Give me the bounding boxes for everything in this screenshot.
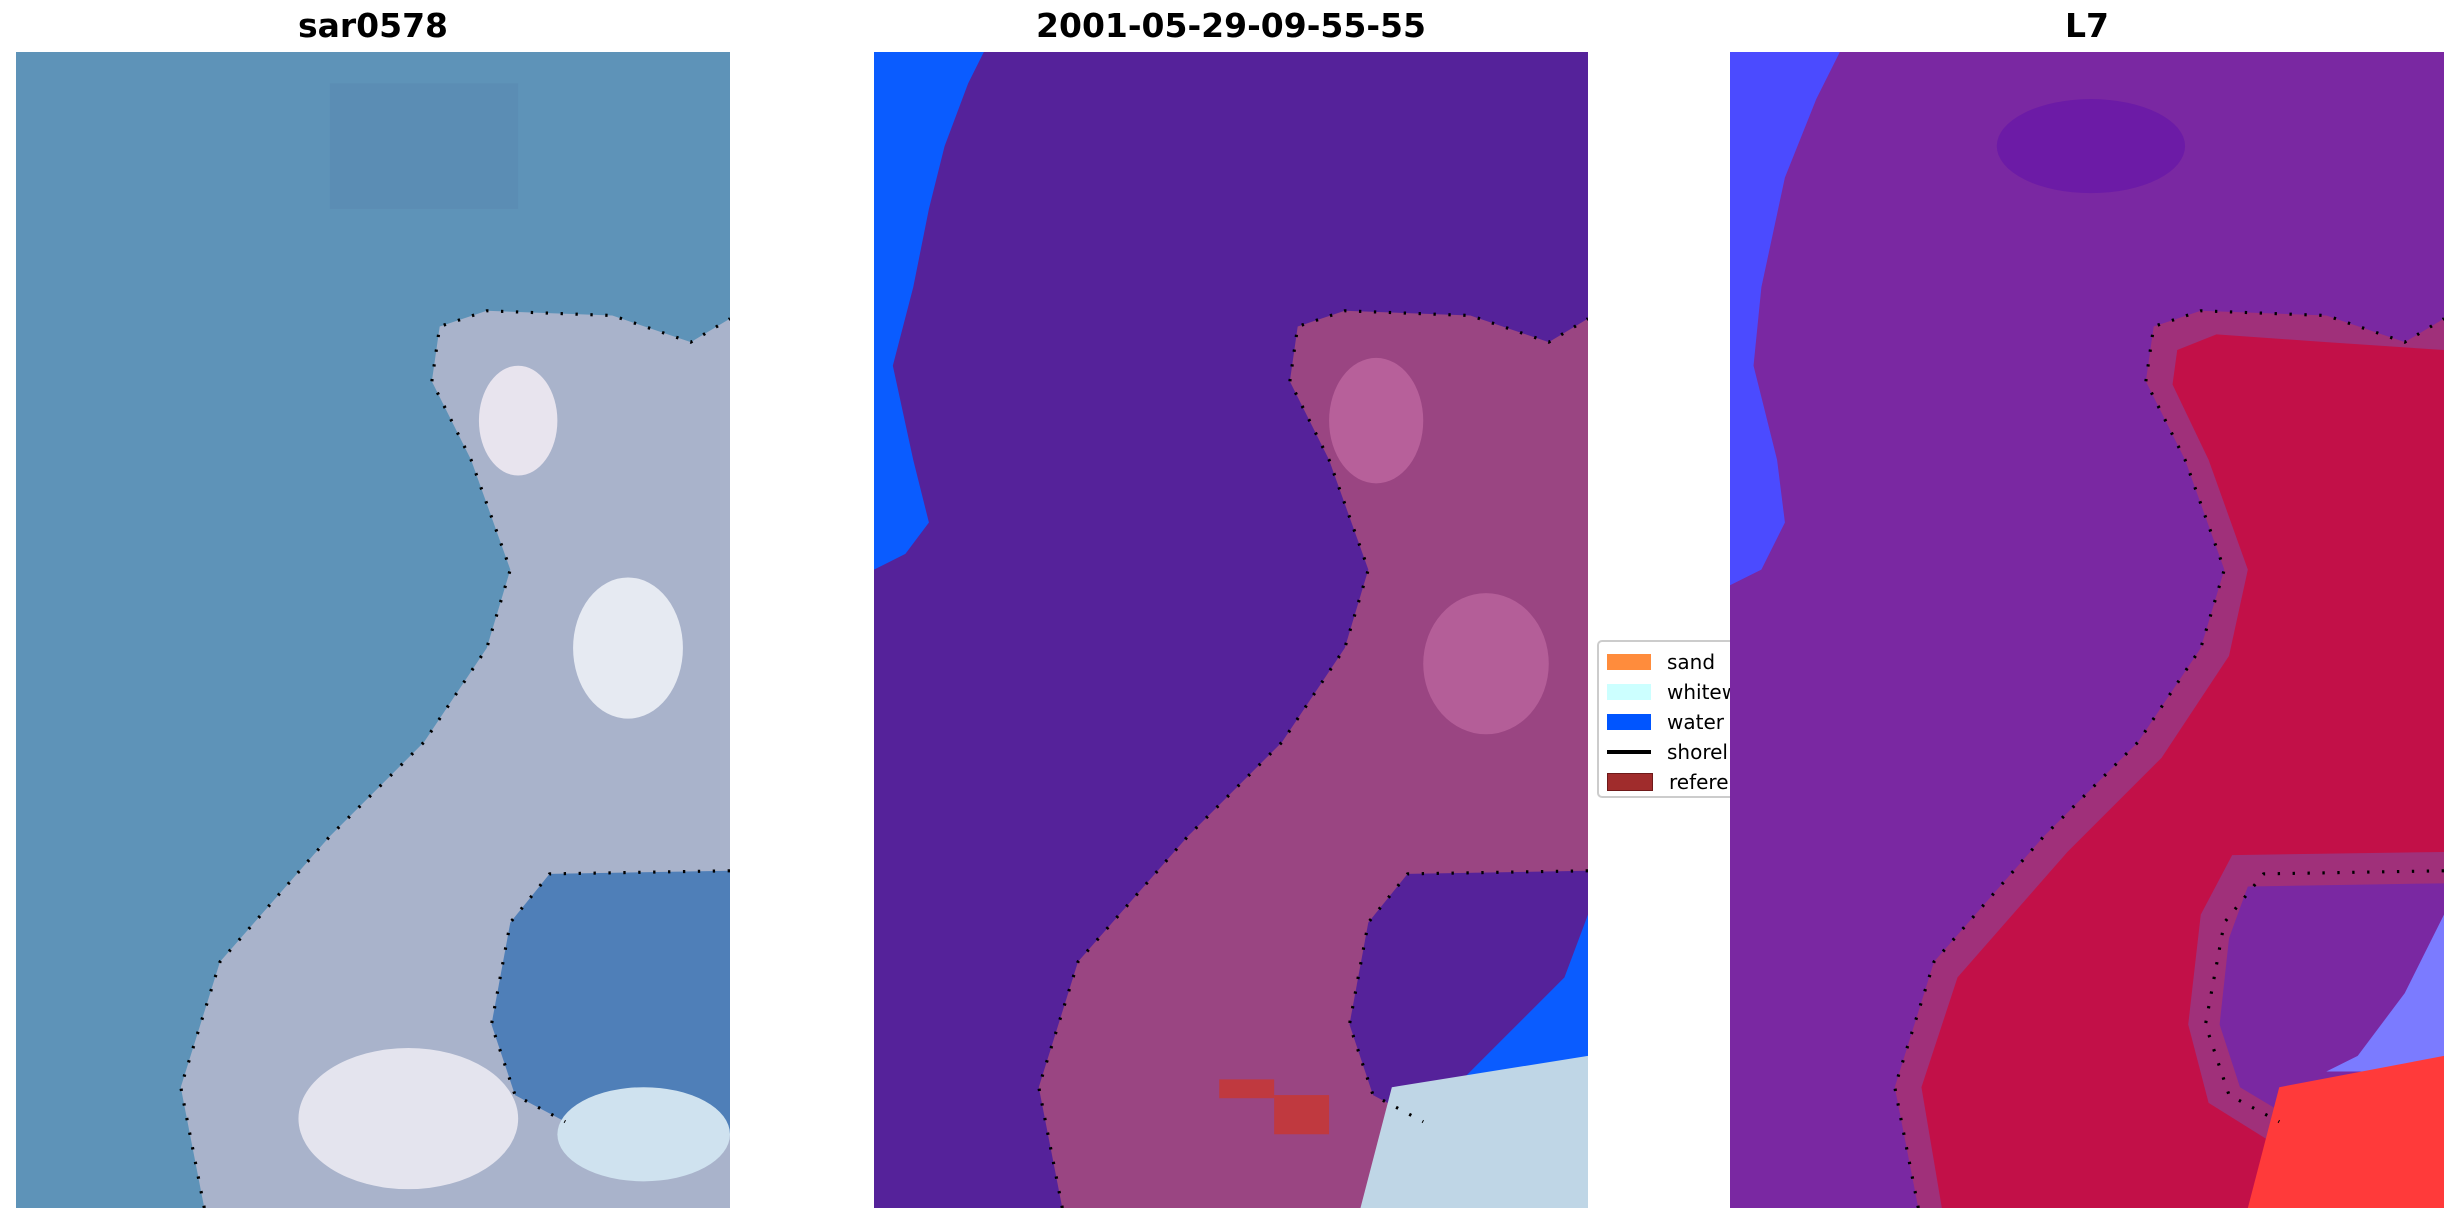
legend-item-water: water — [1607, 710, 1724, 734]
panel-title-index: L7 — [2065, 6, 2109, 45]
legend-item-shoreline: shorel — [1607, 740, 1728, 764]
legend-item-reference: referen — [1607, 770, 1741, 794]
legend-label: referen — [1669, 770, 1742, 794]
classification-panel — [874, 52, 1588, 1208]
legend-label: sand — [1667, 650, 1716, 674]
legend-item-whitewater: whitew — [1607, 680, 1738, 704]
legend-item-sand: sand — [1607, 650, 1715, 674]
shoreline-line-icon — [1607, 750, 1651, 754]
whitewater-swatch-icon — [1607, 684, 1651, 700]
sand-swatch-icon — [1607, 654, 1651, 670]
reference-swatch-icon — [1607, 773, 1653, 791]
index-panel — [1730, 52, 2444, 1208]
legend-label: shorel — [1667, 740, 1728, 764]
panel-title-rgb: sar0578 — [297, 6, 449, 45]
legend-label: water — [1667, 710, 1724, 734]
panel-title-classification: 2001-05-29-09-55-55 — [1036, 6, 1426, 45]
rgb-image-panel — [16, 52, 730, 1208]
legend-label: whitew — [1667, 680, 1739, 704]
water-swatch-icon — [1607, 714, 1651, 730]
